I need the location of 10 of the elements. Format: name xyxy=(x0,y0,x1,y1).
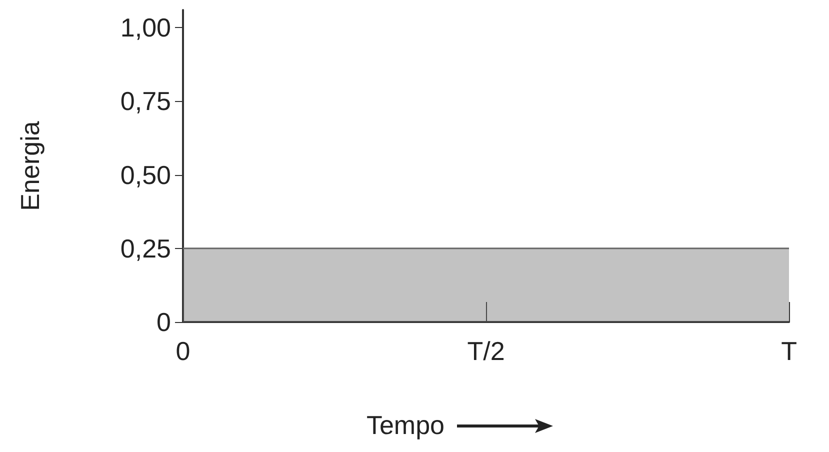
y-tick-label: 0,75 xyxy=(120,86,171,116)
y-tick-label: 0,50 xyxy=(120,160,171,190)
x-tick-label: T/2 xyxy=(467,336,505,366)
y-tick-label: 1,00 xyxy=(120,12,171,43)
x-tick-label: T xyxy=(781,336,798,366)
y-tick-label: 0,25 xyxy=(120,233,171,264)
x-axis-title: Tempo xyxy=(366,410,445,441)
y-tick-label: 0 xyxy=(156,307,171,337)
x-tick-label: 0 xyxy=(176,336,190,366)
y-axis-title: Energia xyxy=(15,120,45,211)
